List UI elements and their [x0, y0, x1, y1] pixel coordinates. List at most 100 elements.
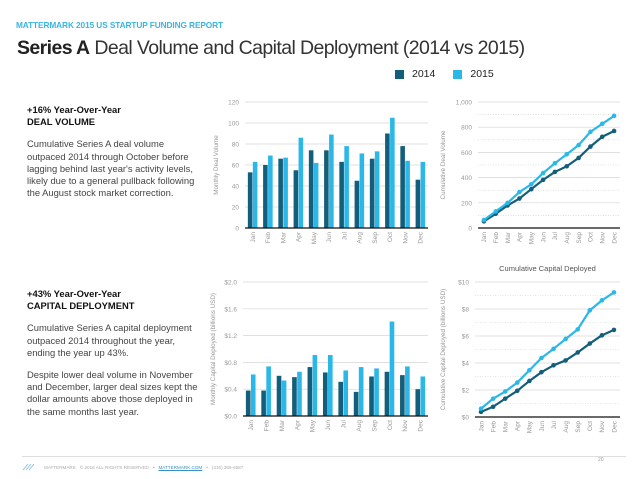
point-2014-mar [502, 396, 508, 401]
x-tick-label: Jul [551, 420, 558, 429]
deal-volume-headline: +16% Year-Over-Year DEAL VOLUME [27, 104, 202, 128]
x-tick-label: May [527, 420, 534, 433]
y-tick-label: $10 [458, 280, 469, 287]
deal-volume-headline-line2: DEAL VOLUME [27, 116, 96, 128]
point-2014-aug [564, 163, 570, 169]
y-tick-label: 200 [461, 200, 472, 207]
bar-2015-nov [405, 366, 410, 416]
x-tick-label: Jul [341, 231, 348, 240]
report-label: MATTERMARK 2015 US STARTUP FUNDING REPOR… [16, 20, 224, 30]
legend-swatch-2015 [453, 69, 463, 79]
bar-2014-oct [385, 133, 390, 228]
x-tick-label: Sep [371, 420, 378, 432]
footer-copyright: © 2016 ALL RIGHTS RESERVED [79, 464, 149, 470]
x-tick-label: Apr [517, 231, 524, 242]
footer-separator-2: • [206, 464, 208, 470]
point-2014-dec [611, 327, 617, 333]
y-tick-label: 400 [461, 175, 472, 182]
y-tick-label: $0.8 [224, 360, 237, 367]
y-tick-label: 20 [232, 205, 240, 212]
x-tick-label: Jun [539, 421, 546, 432]
bar-2015-nov [405, 160, 410, 228]
y-tick-label: 600 [461, 150, 472, 157]
bar-2014-mar [278, 158, 283, 228]
legend-label-2014: 2014 [412, 68, 436, 80]
bar-2015-dec [420, 376, 426, 416]
bar-2015-may [312, 355, 318, 416]
x-tick-label: Sep [372, 232, 379, 244]
point-2014-jul [551, 362, 556, 368]
x-tick-label: Feb [263, 420, 270, 432]
point-2014-may [528, 186, 534, 192]
point-2015-oct [587, 308, 593, 313]
y-tick-label: 1,000 [456, 100, 473, 107]
bar-2015-sep [374, 368, 379, 416]
x-tick-label: Oct [387, 420, 394, 430]
page-number: 20 [598, 457, 604, 463]
bar-2014-jan [245, 390, 251, 416]
y-tick-label: 120 [228, 100, 239, 107]
y-tick-label: $1.6 [224, 306, 237, 313]
x-tick-label: Feb [265, 232, 272, 244]
deal-volume-summary: +16% Year-Over-Year DEAL VOLUME Cumulati… [27, 104, 202, 209]
mattermark-logo-icon [22, 463, 35, 471]
legend-swatch-2014 [395, 69, 404, 79]
x-tick-label: Aug [356, 420, 363, 432]
line-2014 [480, 328, 615, 413]
bar-2015-dec [420, 161, 426, 228]
x-tick-label: Jun [326, 232, 333, 243]
bar-2014-jan [247, 172, 253, 228]
chart-legend: 2014 2015 [395, 68, 494, 80]
point-2014-may [527, 378, 532, 384]
point-2015-nov [599, 121, 605, 127]
bar-2014-mar [276, 375, 282, 416]
y-tick-label: $8 [462, 307, 470, 314]
page-title-rest: Deal Volume and Capital Deployment (2014… [89, 37, 525, 59]
footer-separator-1: • [152, 464, 155, 470]
bar-2015-feb [266, 366, 271, 416]
y-tick-label: $2 [462, 388, 470, 395]
point-2015-dec [611, 113, 617, 119]
y-tick-label: 0 [468, 226, 472, 233]
footer-phone: (415) 366-6587 [211, 464, 244, 470]
footer-brand: MATTERMARK [44, 464, 76, 470]
bar-2015-jun [327, 355, 333, 416]
bar-2014-oct [384, 371, 390, 416]
point-2015-apr [517, 189, 522, 195]
point-2014-oct [588, 144, 593, 149]
y-tick-label: 40 [232, 184, 240, 191]
bar-2015-oct [390, 117, 395, 228]
bar-2014-apr [292, 377, 297, 416]
y-axis-label: Monthly Deal Volume [213, 135, 220, 195]
monthly-deal-volume-chart: 0 20 40 60 80 100 120 Monthly Deal Volume Jan Feb… [213, 100, 428, 244]
point-2015-sep [575, 327, 581, 332]
point-2015-jan [478, 406, 484, 411]
x-tick-label: Dec [418, 419, 425, 431]
bar-2014-may [307, 367, 313, 416]
bar-2014-nov [400, 146, 405, 228]
bar-2014-feb [263, 165, 268, 228]
bar-2015-aug [359, 153, 365, 228]
page-title-bold: Series A [17, 37, 90, 59]
y-tick-label: $0.0 [224, 414, 237, 421]
x-tick-label: Aug [564, 232, 571, 244]
bar-2015-jan [250, 374, 256, 416]
bar-2014-feb [261, 390, 266, 416]
x-tick-label: Nov [600, 231, 607, 243]
bar-2015-feb [268, 155, 273, 228]
capital-summary: +43% Year-Over-Year CAPITAL DEPLOYMENT C… [27, 288, 202, 428]
x-tick-label: Aug [357, 232, 364, 244]
monthly-capital-chart: $0.0 $0.4 $0.8 $1.2 $1.6 $2.0 Monthly Capital … [210, 280, 428, 432]
y-tick-label: $6 [462, 334, 470, 341]
x-tick-label: May [310, 419, 317, 432]
point-2014-apr [517, 196, 522, 201]
x-tick-label: May [311, 231, 318, 244]
point-2014-jun [539, 369, 544, 375]
legend-item-2015: 2015 [453, 68, 494, 80]
footer-website-link[interactable]: MATTERMARK.COM [158, 464, 203, 470]
point-2015-may [527, 367, 532, 373]
x-tick-label: Dec [418, 231, 425, 243]
x-tick-label: May [529, 231, 536, 244]
x-tick-label: Dec [611, 231, 618, 243]
x-tick-label: Mar [505, 231, 512, 243]
